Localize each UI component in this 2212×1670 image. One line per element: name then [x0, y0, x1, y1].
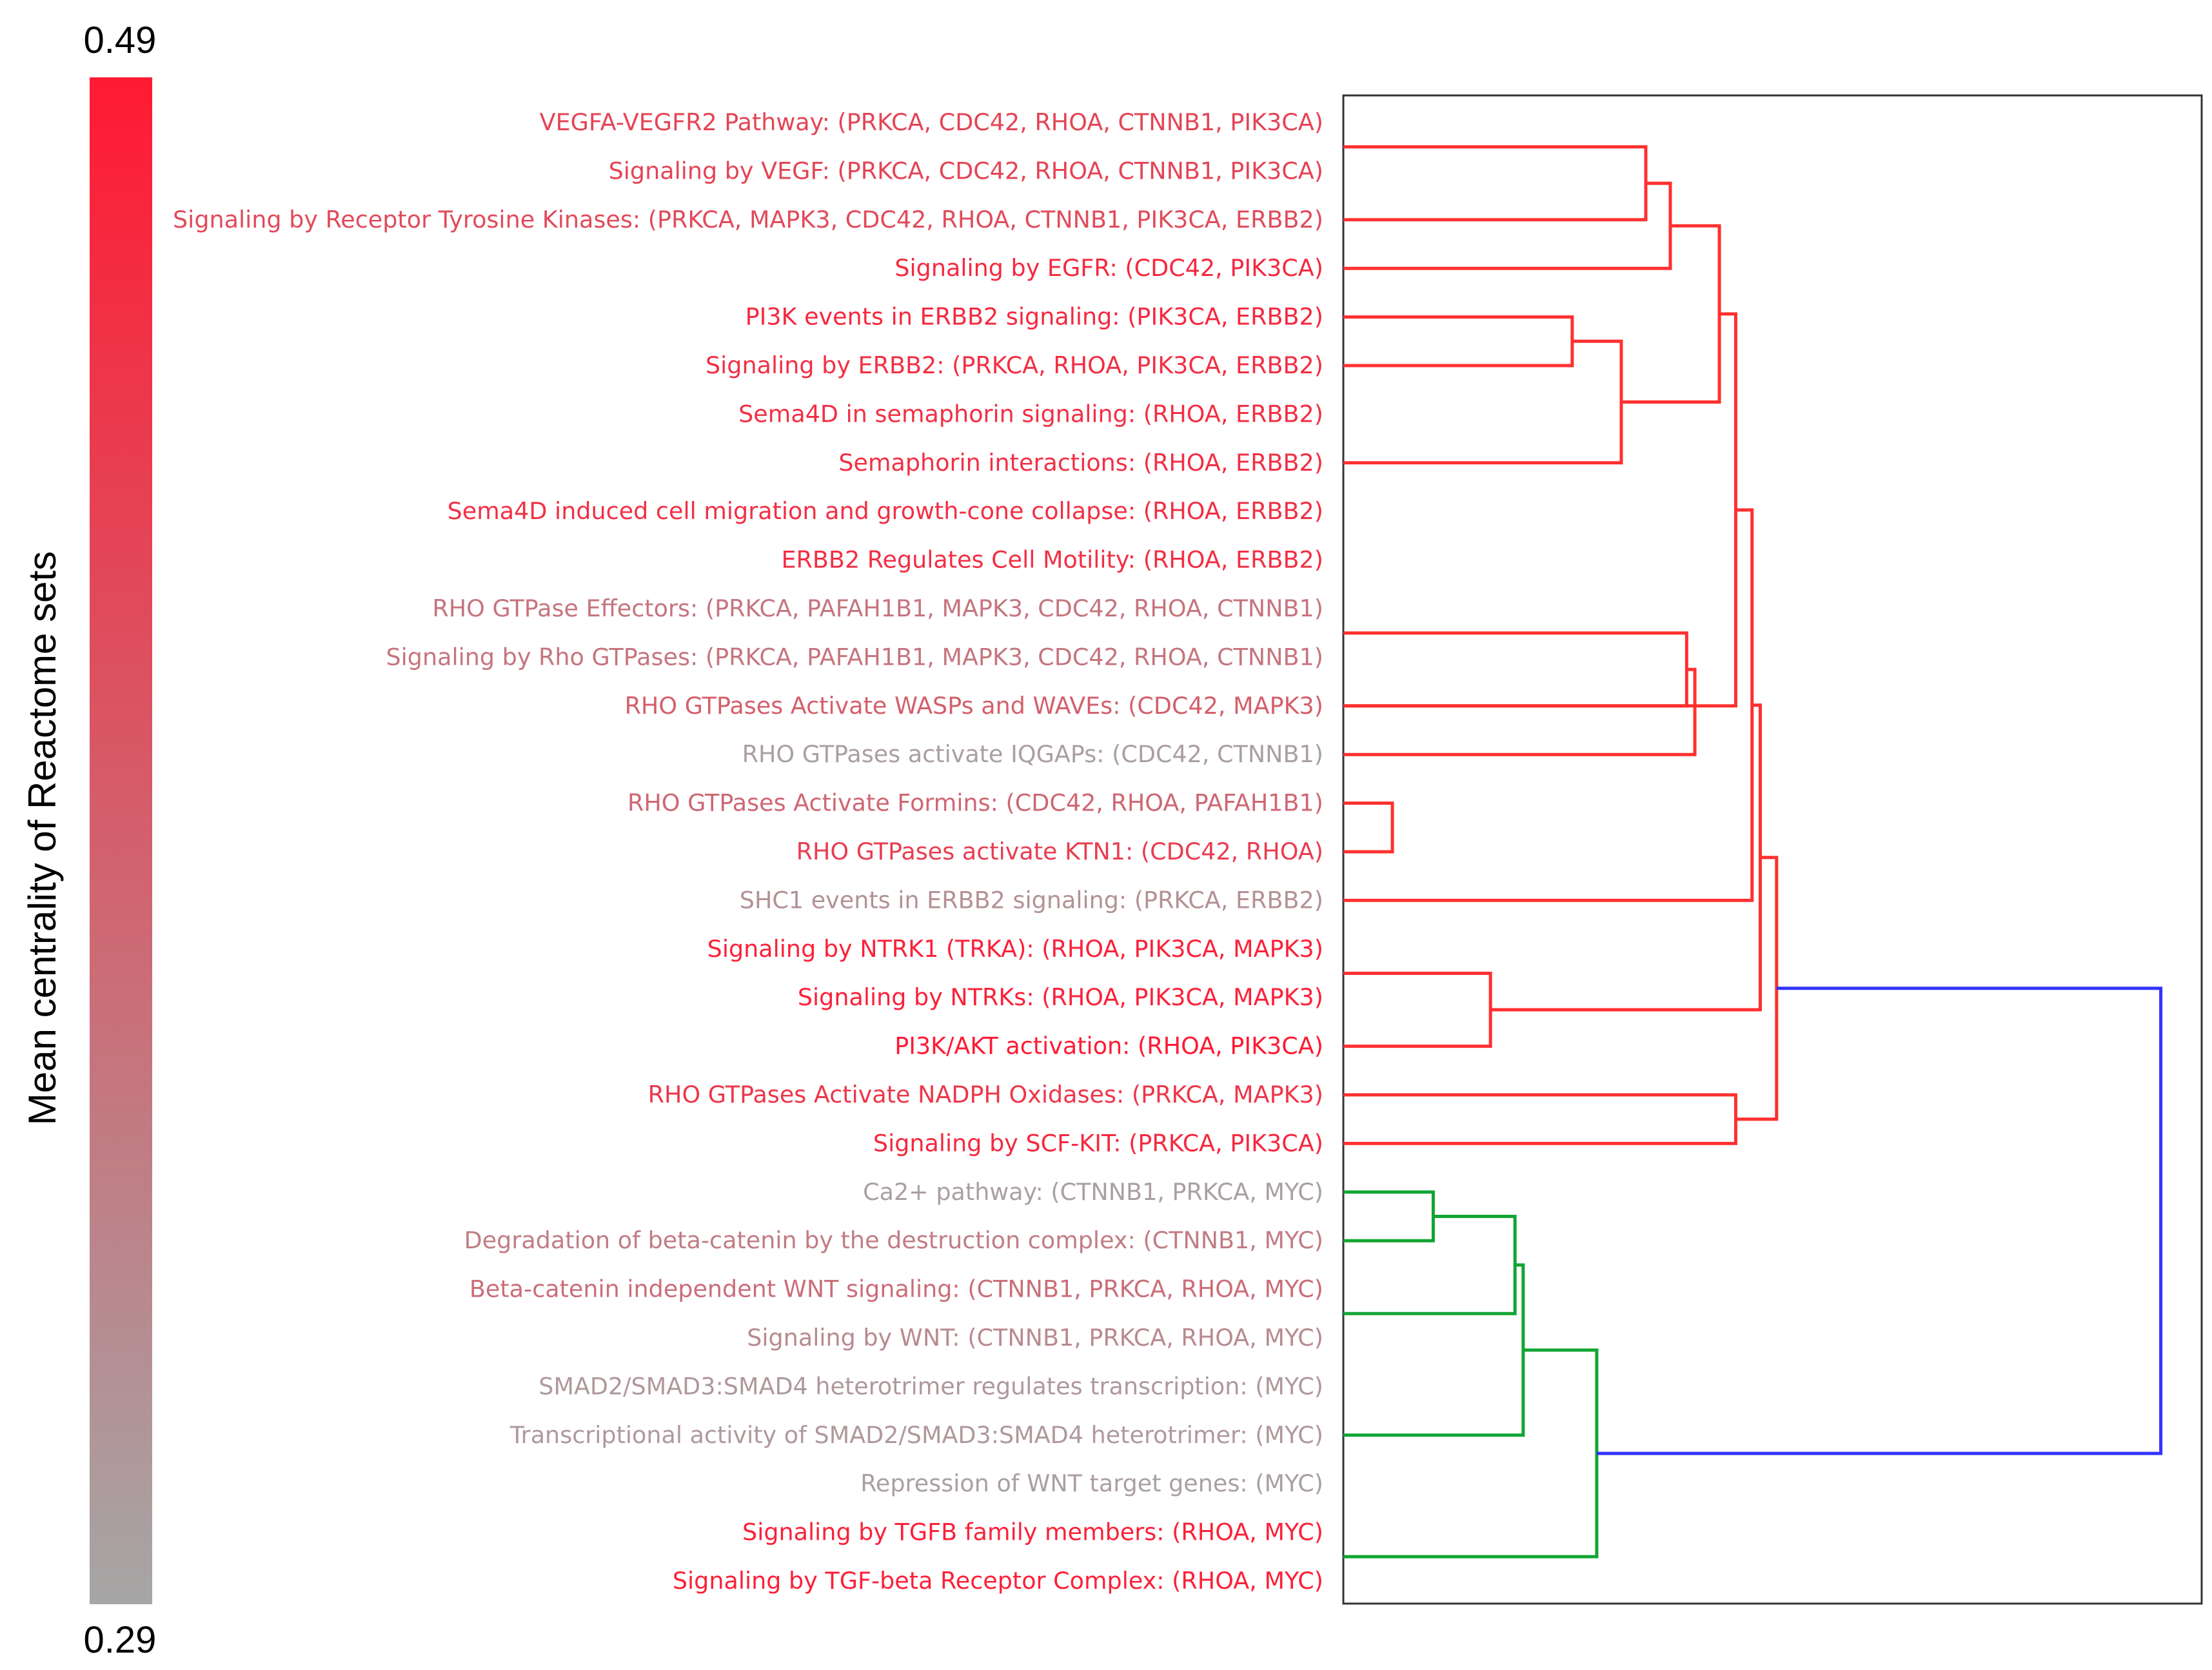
leaf-label: PI3K events in ERBB2 signaling: (PIK3CA,… [746, 303, 1323, 331]
leaf-label: Signaling by Rho GTPases: (PRKCA, PAFAH1… [386, 643, 1324, 671]
leaf-label: RHO GTPases Activate Formins: (CDC42, RH… [627, 789, 1323, 817]
leaf-label: Beta-catenin independent WNT signaling: … [469, 1275, 1323, 1303]
leaf-label: Degradation of beta-catenin by the destr… [464, 1226, 1323, 1254]
dendrogram-link [1343, 315, 1574, 368]
leaf-label: Signaling by EGFR: (CDC42, PIK3CA) [894, 254, 1323, 282]
colorbar [90, 77, 152, 1604]
dendrogram-link [1343, 181, 1672, 270]
leaf-label: SHC1 events in ERBB2 signaling: (PRKCA, … [740, 886, 1323, 914]
dendrogram-link [1621, 224, 1721, 404]
leaf-label: Repression of WNT target genes: (MYC) [860, 1469, 1323, 1497]
leaf-label: Signaling by WNT: (CTNNB1, PRKCA, RHOA, … [747, 1324, 1323, 1351]
dendrogram-link [1343, 631, 1688, 708]
leaf-label: Semaphorin interactions: (RHOA, ERBB2) [838, 449, 1323, 476]
dendrogram-links [1343, 145, 2163, 1558]
dendrogram-link [1343, 1093, 1737, 1145]
leaf-label: RHO GTPases Activate WASPs and WAVEs: (C… [625, 692, 1323, 720]
leaf-label: PI3K/AKT activation: (RHOA, PIK3CA) [894, 1032, 1323, 1060]
leaf-label: RHO GTPases activate IQGAPs: (CDC42, CTN… [742, 740, 1323, 768]
colorbar-max-label: 0.49 [84, 19, 157, 61]
leaf-label: RHO GTPases Activate NADPH Oxidases: (PR… [648, 1081, 1323, 1108]
leaf-label: Signaling by TGFB family members: (RHOA,… [742, 1518, 1323, 1546]
dendrogram-link [1343, 972, 1492, 1048]
leaf-label: Signaling by VEGF: (PRKCA, CDC42, RHOA, … [609, 157, 1323, 184]
leaf-label: Signaling by TGF-beta Receptor Complex: … [673, 1567, 1323, 1595]
dendrogram-link [1343, 339, 1623, 465]
dendrogram-link [1596, 987, 2163, 1455]
leaf-label: SMAD2/SMAD3:SMAD4 heterotrimer regulates… [538, 1372, 1323, 1400]
dendrogram-link [1343, 312, 1737, 708]
leaf-label: Signaling by NTRK1 (TRKA): (RHOA, PIK3CA… [707, 935, 1323, 963]
leaf-label: Ca2+ pathway: (CTNNB1, PRKCA, MYC) [863, 1178, 1323, 1206]
leaf-label: Signaling by ERBB2: (PRKCA, RHOA, PIK3CA… [706, 351, 1323, 379]
dendrogram-link [1343, 801, 1394, 854]
leaf-label: Sema4D induced cell migration and growth… [448, 497, 1323, 525]
leaf-label: RHO GTPase Effectors: (PRKCA, PAFAH1B1, … [432, 594, 1323, 622]
dendrogram-link [1343, 1190, 1435, 1243]
dendrogram-link [1343, 1263, 1525, 1437]
leaf-label: Signaling by NTRKs: (RHOA, PIK3CA, MAPK3… [798, 983, 1323, 1011]
colorbar-title: Mean centrality of Reactome sets [21, 551, 64, 1125]
leaf-label: Signaling by SCF-KIT: (PRKCA, PIK3CA) [873, 1129, 1323, 1157]
plot-frame [1342, 94, 2203, 1605]
leaf-label: VEGFA-VEGFR2 Pathway: (PRKCA, CDC42, RHO… [540, 108, 1323, 136]
leaf-label: Transcriptional activity of SMAD2/SMAD3:… [509, 1421, 1323, 1449]
dendrogram-link [1343, 1348, 1599, 1558]
colorbar-min-label: 0.29 [84, 1619, 157, 1661]
leaf-label: Signaling by Receptor Tyrosine Kinases: … [173, 206, 1323, 233]
dendrogram-link [1343, 145, 1648, 222]
dendrogram-link [1735, 856, 1779, 1121]
dendrogram-link [1343, 1215, 1517, 1315]
leaf-label: ERBB2 Regulates Cell Motility: (RHOA, ER… [781, 546, 1323, 574]
leaf-labels: VEGFA-VEGFR2 Pathway: (PRKCA, CDC42, RHO… [173, 108, 1323, 1595]
dendrogram-link [1490, 703, 1762, 1012]
leaf-label: RHO GTPases activate KTN1: (CDC42, RHOA) [796, 838, 1323, 865]
dendrogram-link [1343, 667, 1697, 756]
leaf-label: Sema4D in semaphorin signaling: (RHOA, E… [738, 400, 1323, 427]
